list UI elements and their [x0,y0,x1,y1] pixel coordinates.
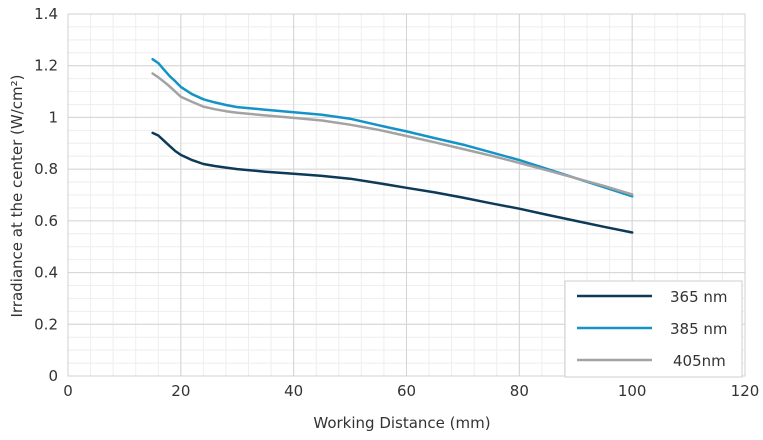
legend-label-405: 405nm [673,352,726,370]
x-tick-label: 40 [284,382,303,400]
legend-label-385: 385 nm [670,320,728,338]
y-tick-label: 1.4 [34,5,58,23]
y-tick-label: 0.4 [34,264,58,282]
series-line-0 [151,131,634,234]
y-tick-label: 1 [48,108,58,126]
y-tick-label: 0.2 [34,315,58,333]
y-tick-label: 0.8 [34,160,58,178]
x-axis-ticks: 0 20 40 60 80 100 120 [63,382,759,400]
x-tick-label: 120 [731,382,760,400]
y-tick-label: 1.2 [34,57,58,75]
y-axis-label: Irradiance at the center (W/cm²) [8,74,26,317]
y-axis-ticks: 0 0.2 0.4 0.6 0.8 1 1.2 1.4 [34,5,58,385]
x-tick-label: 20 [171,382,190,400]
x-tick-label: 100 [618,382,647,400]
x-tick-label: 60 [397,382,416,400]
series-lines [151,57,634,234]
y-tick-label: 0 [48,367,58,385]
y-tick-label: 0.6 [34,212,58,230]
plot-area-frame [67,13,746,377]
x-tick-label: 80 [510,382,529,400]
legend-label-365: 365 nm [670,288,728,306]
series-line-1 [151,57,634,198]
series-line-2 [151,72,634,196]
x-axis-label: Working Distance (mm) [313,414,490,432]
x-tick-label: 0 [63,382,73,400]
legend: 365 nm 385 nm 405nm [564,280,743,378]
